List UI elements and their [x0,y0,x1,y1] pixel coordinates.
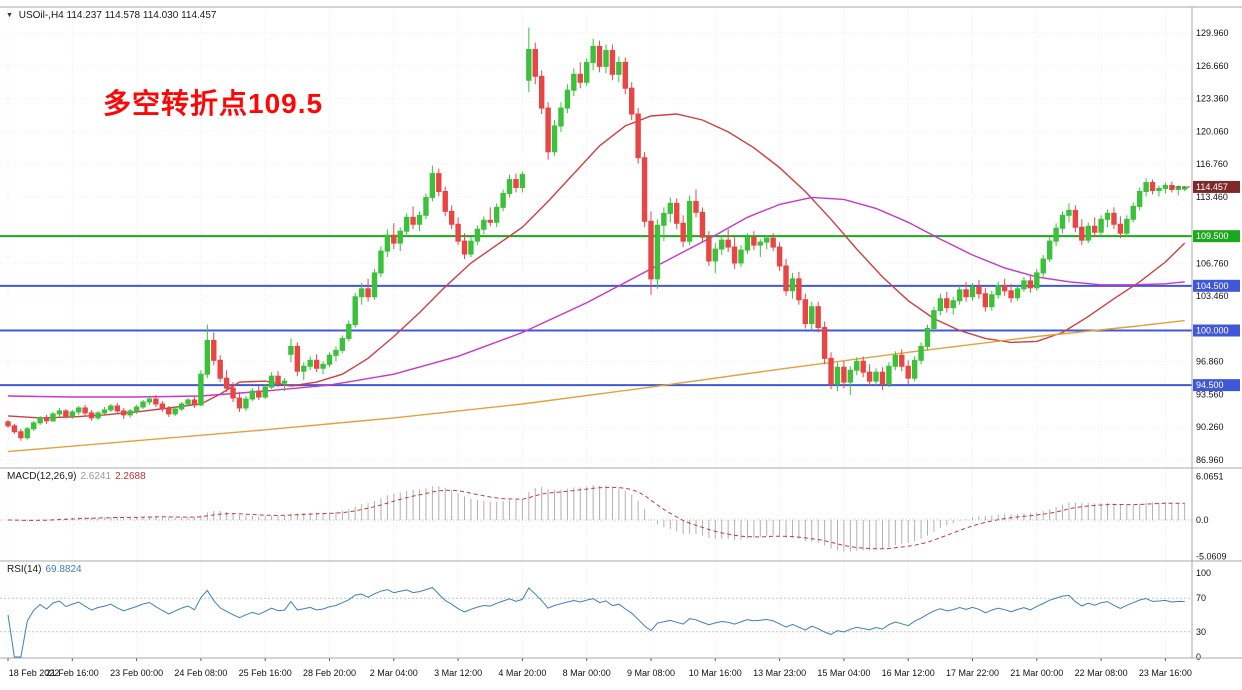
moving-averages [7,113,1186,453]
svg-text:113.460: 113.460 [1196,192,1228,202]
panel-borders [0,6,1242,659]
macd-panel: 6.0651 0.0 -5.0609 [0,471,1227,561]
svg-text:86.960: 86.960 [1196,455,1224,465]
svg-text:23 Feb 00:00: 23 Feb 00:00 [110,668,163,678]
svg-text:-5.0609: -5.0609 [1196,551,1227,561]
svg-text:9 Mar 08:00: 9 Mar 08:00 [627,668,675,678]
svg-text:23 Mar 16:00: 23 Mar 16:00 [1139,668,1192,678]
rsi-indicator-label: RSI(14) 69.8824 [7,564,82,575]
ohlc-close: 114.457 [181,10,217,21]
svg-text:106.760: 106.760 [1196,258,1229,268]
horizontal-level-lines [0,235,1192,387]
ohlc-high: 114.578 [104,10,141,21]
rsi-panel: 100 70 30 0 [0,568,1211,662]
svg-text:22 Mar 08:00: 22 Mar 08:00 [1075,668,1128,678]
symbol-timeframe-label: USOil-,H4 [18,10,64,21]
svg-text:21 Feb 16:00: 21 Feb 16:00 [46,668,99,678]
svg-text:123.360: 123.360 [1196,94,1229,104]
svg-text:90.260: 90.260 [1196,422,1224,432]
rsi-name: RSI(14) [7,564,42,575]
chart-header: ▼ USOil-,H4 114.237 114.578 114.030 114.… [6,10,216,21]
svg-text:25 Feb 16:00: 25 Feb 16:00 [239,668,292,678]
svg-text:0.0: 0.0 [1196,515,1209,525]
svg-text:109.500: 109.500 [1196,231,1229,241]
svg-text:3 Mar 12:00: 3 Mar 12:00 [434,668,482,678]
price-axis: 129.960 126.660 123.360 120.060 116.760 113.4… [1193,28,1240,465]
macd-main-value: 2.6241 [80,471,112,482]
svg-text:120.060: 120.060 [1196,126,1229,136]
svg-text:15 Mar 04:00: 15 Mar 04:00 [817,668,870,678]
svg-text:103.460: 103.460 [1196,291,1229,301]
price-level-badge [1193,379,1240,392]
price-level-badge [1193,230,1240,243]
svg-text:17 Mar 22:00: 17 Mar 22:00 [946,668,999,678]
macd-name: MACD(12,26,9) [7,471,77,482]
svg-text:28 Feb 20:00: 28 Feb 20:00 [303,668,356,678]
svg-text:4 Mar 20:00: 4 Mar 20:00 [498,668,546,678]
svg-text:13 Mar 23:00: 13 Mar 23:00 [753,668,806,678]
pivot-annotation: 多空转折点109.5 [103,88,324,119]
svg-text:104.500: 104.500 [1196,281,1229,291]
svg-text:30: 30 [1196,627,1206,637]
svg-text:93.560: 93.560 [1196,389,1224,399]
current-price-badge [1193,180,1240,193]
ohlc-low: 114.030 [142,10,179,21]
svg-text:21 Mar 00:00: 21 Mar 00:00 [1010,668,1063,678]
svg-text:100: 100 [1196,568,1211,578]
svg-text:94.500: 94.500 [1196,380,1224,390]
price-level-badge [1193,279,1240,292]
symbol-dropdown-icon[interactable]: ▼ [6,12,13,19]
svg-text:100.000: 100.000 [1196,326,1229,336]
svg-text:2 Mar 04:00: 2 Mar 04:00 [370,668,418,678]
svg-text:116.760: 116.760 [1196,159,1228,169]
svg-text:114.457: 114.457 [1196,182,1228,192]
ohlc-open: 114.237 [66,10,102,21]
svg-text:6.0651: 6.0651 [1196,471,1224,481]
svg-text:0: 0 [1196,652,1201,662]
candlestick-series [5,27,1188,441]
svg-text:18 Feb 2022: 18 Feb 2022 [9,668,60,678]
svg-text:126.660: 126.660 [1196,61,1229,71]
macd-signal-value: 2.2688 [115,471,146,482]
ma-mid-magenta [7,196,1185,398]
ma-slow-orange [7,319,1185,453]
macd-indicator-label: MACD(12,26,9) 2.6241 2.2688 [7,471,146,482]
svg-text:96.860: 96.860 [1196,357,1224,367]
svg-text:10 Mar 16:00: 10 Mar 16:00 [689,668,742,678]
rsi-value: 69.8824 [45,564,82,575]
svg-text:24 Feb 08:00: 24 Feb 08:00 [174,668,227,678]
ma-fast-red [7,113,1186,419]
svg-text:16 Mar 12:00: 16 Mar 12:00 [882,668,935,678]
svg-text:70: 70 [1196,593,1206,603]
price-level-badge [1193,324,1240,337]
svg-text:129.960: 129.960 [1196,28,1229,38]
svg-text:8 Mar 00:00: 8 Mar 00:00 [563,668,611,678]
